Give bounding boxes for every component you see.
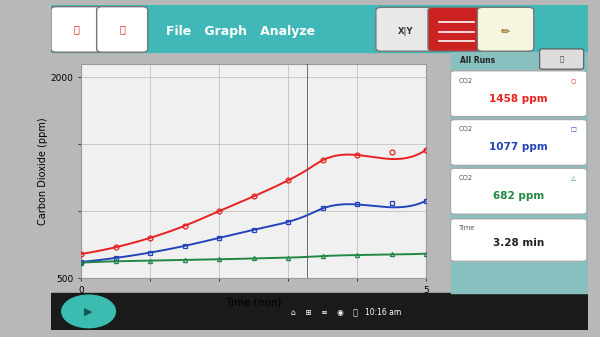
Text: File   Graph   Analyze: File Graph Analyze: [166, 25, 316, 38]
Text: □: □: [571, 127, 576, 132]
Text: ○: ○: [571, 78, 576, 83]
FancyBboxPatch shape: [539, 49, 584, 69]
FancyBboxPatch shape: [451, 120, 587, 165]
FancyBboxPatch shape: [51, 7, 102, 52]
Text: 1458 ppm: 1458 ppm: [490, 94, 548, 104]
FancyBboxPatch shape: [478, 7, 534, 51]
FancyBboxPatch shape: [451, 219, 587, 261]
Text: 📈: 📈: [119, 24, 125, 34]
FancyBboxPatch shape: [451, 168, 587, 214]
Text: Time: Time: [459, 225, 475, 232]
Text: 3.28 min: 3.28 min: [493, 239, 544, 248]
Text: CO2: CO2: [459, 126, 473, 132]
Text: X|Y: X|Y: [398, 27, 413, 36]
FancyBboxPatch shape: [97, 7, 148, 52]
Text: CO2: CO2: [459, 175, 473, 181]
Text: ✏: ✏: [501, 27, 511, 37]
Text: ⌂    ⊞    ≡    ◉    🔋   10:16 am: ⌂ ⊞ ≡ ◉ 🔋 10:16 am: [291, 307, 401, 316]
Text: ⌚: ⌚: [74, 24, 80, 34]
FancyBboxPatch shape: [428, 7, 484, 51]
Bar: [51, 293, 588, 330]
Circle shape: [62, 295, 115, 328]
Text: 682 ppm: 682 ppm: [493, 191, 544, 201]
Text: All Runs: All Runs: [460, 57, 496, 65]
FancyBboxPatch shape: [451, 71, 587, 117]
Text: ▶: ▶: [85, 306, 93, 316]
Text: CO2: CO2: [459, 78, 473, 84]
Bar: [451, 52, 588, 293]
FancyBboxPatch shape: [376, 7, 435, 51]
Y-axis label: Carbon Dioxide (ppm): Carbon Dioxide (ppm): [38, 117, 48, 225]
Text: arn: arn: [509, 179, 566, 208]
X-axis label: Time (min): Time (min): [226, 298, 281, 307]
Bar: [51, 5, 588, 52]
Text: 1077 ppm: 1077 ppm: [490, 143, 548, 153]
Text: 🖨: 🖨: [560, 56, 564, 62]
Text: △: △: [571, 176, 576, 181]
